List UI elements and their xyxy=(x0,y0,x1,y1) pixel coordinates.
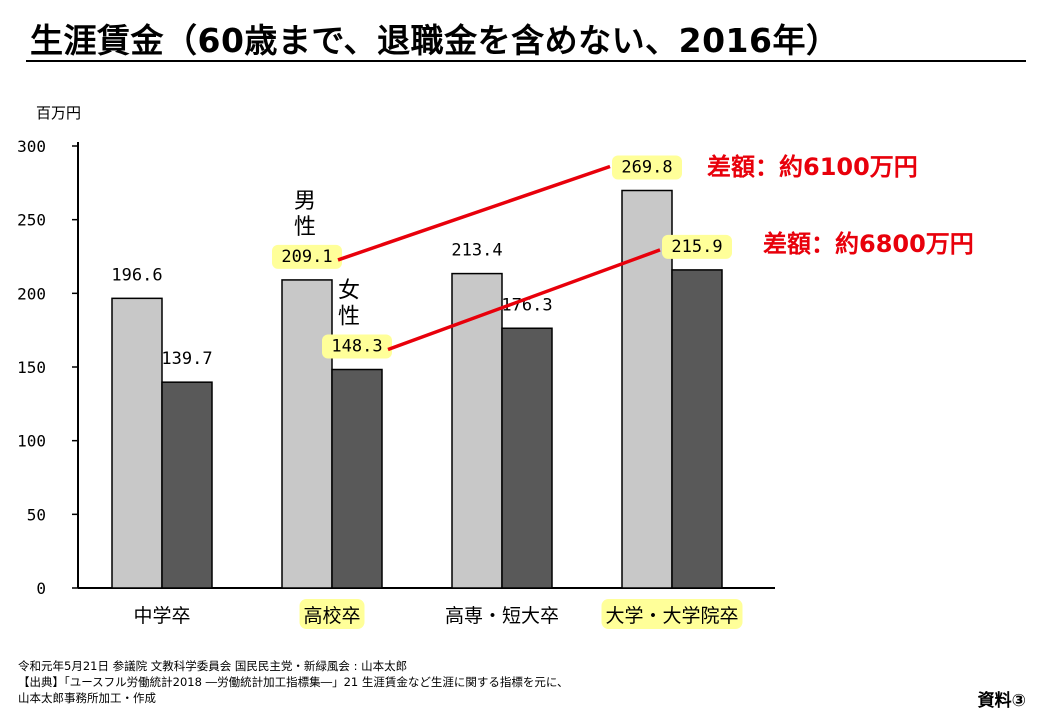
value-label-highlight xyxy=(612,155,682,180)
y-tick-label: 50 xyxy=(27,505,46,524)
comparison-line xyxy=(387,248,661,352)
bar xyxy=(331,368,383,589)
bar-value-label: 148.3 xyxy=(331,337,382,357)
value-label-highlight xyxy=(322,334,392,359)
value-label-highlight xyxy=(272,244,342,269)
bar-value-label: 215.9 xyxy=(671,237,722,257)
x-category-label: 大学・大学院卒 xyxy=(605,605,738,627)
bar-value-label: 176.3 xyxy=(501,295,552,315)
value-label-highlight xyxy=(662,234,732,259)
y-tick-label: 150 xyxy=(17,358,46,377)
difference-annotation: 差額：約6100万円 xyxy=(707,153,918,181)
lifetime-wage-bar-chart: 百万円 0 50 100 150 200 250 300 196.6 209.1 213.4 269… xyxy=(17,104,974,629)
footer-line-3: 山本太郎事務所加工・作成 xyxy=(18,691,156,705)
y-tick-label: 300 xyxy=(17,137,46,156)
bar xyxy=(281,279,333,589)
series-annotation-char: 性 xyxy=(338,305,360,330)
bar-value-label: 196.6 xyxy=(111,265,162,285)
bar-value-label: 213.4 xyxy=(451,241,502,261)
y-tick-label: 100 xyxy=(17,432,46,451)
label-layer: 196.6 209.1 213.4 269.8 139.7 148.3 176.3 215.9… xyxy=(111,155,743,629)
bar-value-label: 269.8 xyxy=(621,157,672,177)
y-axis-unit-label: 百万円 xyxy=(36,104,81,122)
bar xyxy=(501,327,553,589)
y-tick-label: 200 xyxy=(17,284,46,303)
x-category-label: 高専・短大卒 xyxy=(445,605,559,627)
comparison-line xyxy=(337,164,611,262)
difference-annotation: 差額：約6800万円 xyxy=(763,230,974,258)
bar xyxy=(161,381,213,589)
bar xyxy=(451,272,503,589)
bar-value-label: 209.1 xyxy=(281,247,332,267)
y-tick-label: 250 xyxy=(17,211,46,230)
category-highlight xyxy=(601,599,743,629)
bar xyxy=(671,269,723,589)
category-highlight xyxy=(299,599,365,629)
series-annotation-char: 男 xyxy=(294,189,316,214)
source-footer: 令和元年5月21日 参議院 文教科学委員会 国民民主党・新緑風会 : 山本太郎 … xyxy=(18,658,918,706)
slide-title: 生涯賃金（60歳まで、退職金を含めない、2016年） xyxy=(30,21,840,60)
bar-value-label: 139.7 xyxy=(161,349,212,369)
series-annotation-char: 女 xyxy=(338,279,360,304)
bar xyxy=(111,297,163,589)
series-annotation-char: 性 xyxy=(294,215,316,240)
title-underline xyxy=(26,60,1026,62)
y-tick-label: 0 xyxy=(36,579,46,598)
x-category-label: 高校卒 xyxy=(303,605,360,627)
bar-layer xyxy=(111,189,723,589)
document-label: 資料③ xyxy=(977,691,1026,711)
footer-line-1: 令和元年5月21日 参議院 文教科学委員会 国民民主党・新緑風会 : 山本太郎 xyxy=(18,659,408,673)
x-category-label: 中学卒 xyxy=(133,605,190,627)
footer-line-2: 【出典】「ユースフル労働統計2018 ―労働統計加工指標集―」21 生涯賃金など… xyxy=(18,675,569,689)
